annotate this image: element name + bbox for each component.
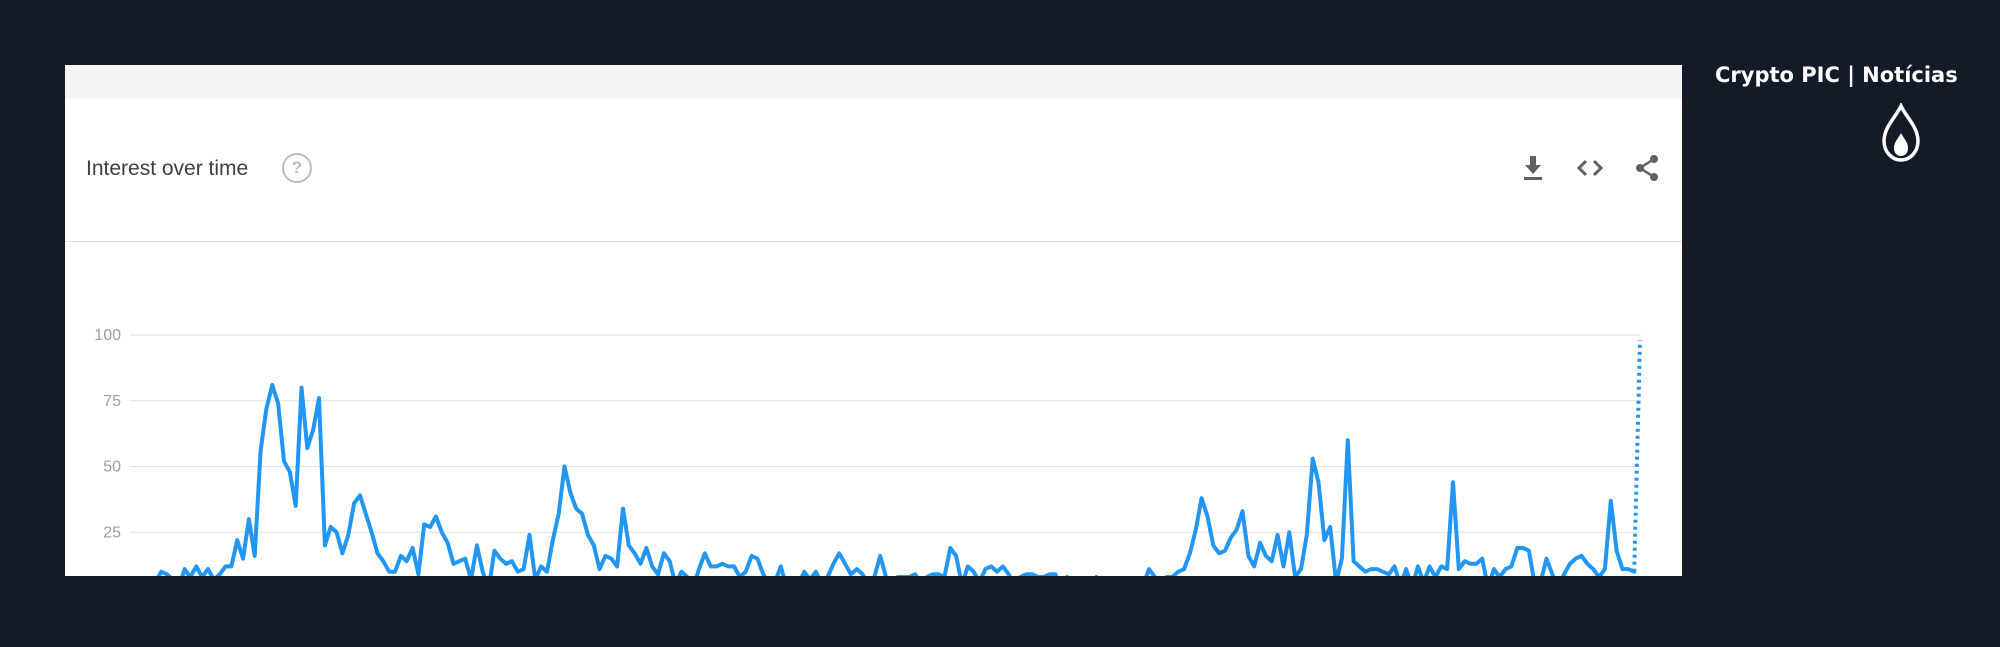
brand-name: Crypto PIC | Notícias	[1715, 63, 1958, 87]
flame-drop-icon	[1882, 103, 1920, 162]
interest-line-chart: 255075100Jun 25, 20…Dec 23, 2018Jun 21, …	[94, 327, 1642, 576]
interest-over-time-card: Interest over time ? 255075100Jun 25, 20…	[65, 65, 1682, 576]
share-icon[interactable]	[1632, 153, 1662, 183]
y-tick-label: 75	[103, 393, 121, 410]
download-icon[interactable]	[1518, 153, 1548, 183]
y-tick-label: 25	[103, 524, 121, 541]
embed-code-icon[interactable]	[1575, 153, 1605, 183]
y-tick-label: 50	[103, 459, 121, 476]
y-tick-label: 100	[94, 327, 121, 344]
series-line	[156, 383, 1637, 576]
card-title: Interest over time	[86, 157, 249, 180]
card-top-strip	[65, 65, 1682, 99]
help-icon[interactable]: ?	[282, 153, 312, 183]
card-header: Interest over time ?	[65, 99, 1682, 242]
series-partial-segment	[1632, 340, 1642, 572]
